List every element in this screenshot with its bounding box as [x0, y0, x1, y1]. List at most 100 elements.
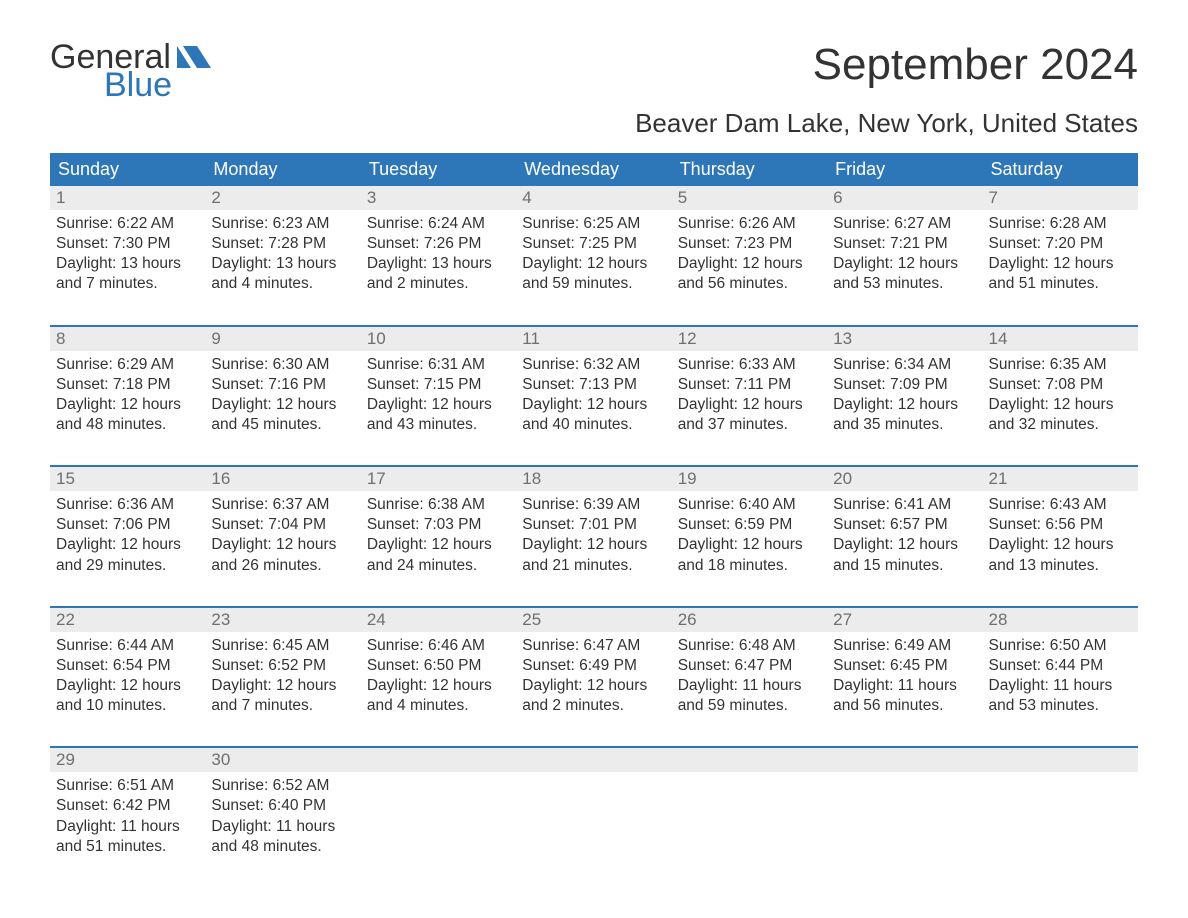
- day-cell: 6Sunrise: 6:27 AMSunset: 7:21 PMDaylight…: [827, 186, 982, 301]
- day-line-d2: and 43 minutes.: [367, 415, 510, 435]
- week-row: 22Sunrise: 6:44 AMSunset: 6:54 PMDayligh…: [50, 606, 1138, 723]
- day-number: 28: [983, 608, 1138, 632]
- day-line-d2: and 13 minutes.: [989, 556, 1132, 576]
- day-line-ss: Sunset: 7:04 PM: [211, 515, 354, 535]
- day-line-d1: Daylight: 12 hours: [367, 535, 510, 555]
- day-line-sr: Sunrise: 6:45 AM: [211, 636, 354, 656]
- day-header: Tuesday: [361, 153, 516, 186]
- day-line-d1: Daylight: 12 hours: [367, 676, 510, 696]
- day-line-sr: Sunrise: 6:41 AM: [833, 495, 976, 515]
- day-cell: 24Sunrise: 6:46 AMSunset: 6:50 PMDayligh…: [361, 608, 516, 723]
- day-line-ss: Sunset: 7:20 PM: [989, 234, 1132, 254]
- day-line-d2: and 56 minutes.: [678, 274, 821, 294]
- day-line-d1: Daylight: 12 hours: [833, 254, 976, 274]
- day-line-sr: Sunrise: 6:44 AM: [56, 636, 199, 656]
- day-cell: 9Sunrise: 6:30 AMSunset: 7:16 PMDaylight…: [205, 327, 360, 442]
- day-line-d1: Daylight: 13 hours: [56, 254, 199, 274]
- day-line-d2: and 51 minutes.: [56, 837, 199, 857]
- day-line-sr: Sunrise: 6:48 AM: [678, 636, 821, 656]
- day-line-sr: Sunrise: 6:47 AM: [522, 636, 665, 656]
- calendar: SundayMondayTuesdayWednesdayThursdayFrid…: [50, 153, 1138, 863]
- day-line-d1: Daylight: 12 hours: [678, 535, 821, 555]
- day-cell: 4Sunrise: 6:25 AMSunset: 7:25 PMDaylight…: [516, 186, 671, 301]
- day-number: 7: [983, 186, 1138, 210]
- day-header: Thursday: [672, 153, 827, 186]
- day-number: 11: [516, 327, 671, 351]
- day-line-sr: Sunrise: 6:30 AM: [211, 355, 354, 375]
- day-content: Sunrise: 6:48 AMSunset: 6:47 PMDaylight:…: [672, 632, 827, 723]
- page-title: September 2024: [813, 40, 1138, 90]
- day-content: Sunrise: 6:30 AMSunset: 7:16 PMDaylight:…: [205, 351, 360, 442]
- day-line-d2: and 7 minutes.: [56, 274, 199, 294]
- day-content: Sunrise: 6:35 AMSunset: 7:08 PMDaylight:…: [983, 351, 1138, 442]
- day-line-d1: Daylight: 13 hours: [211, 254, 354, 274]
- day-line-ss: Sunset: 7:01 PM: [522, 515, 665, 535]
- day-number: 13: [827, 327, 982, 351]
- day-line-ss: Sunset: 7:25 PM: [522, 234, 665, 254]
- day-line-d2: and 45 minutes.: [211, 415, 354, 435]
- day-cell: 16Sunrise: 6:37 AMSunset: 7:04 PMDayligh…: [205, 467, 360, 582]
- day-cell: 13Sunrise: 6:34 AMSunset: 7:09 PMDayligh…: [827, 327, 982, 442]
- day-line-ss: Sunset: 6:40 PM: [211, 796, 354, 816]
- day-content: Sunrise: 6:28 AMSunset: 7:20 PMDaylight:…: [983, 210, 1138, 301]
- day-header: Wednesday: [516, 153, 671, 186]
- day-content: Sunrise: 6:50 AMSunset: 6:44 PMDaylight:…: [983, 632, 1138, 723]
- day-content: Sunrise: 6:31 AMSunset: 7:15 PMDaylight:…: [361, 351, 516, 442]
- day-line-d2: and 2 minutes.: [522, 696, 665, 716]
- day-line-sr: Sunrise: 6:46 AM: [367, 636, 510, 656]
- day-line-sr: Sunrise: 6:36 AM: [56, 495, 199, 515]
- day-number: 18: [516, 467, 671, 491]
- header-row: General Blue September 2024: [50, 40, 1138, 102]
- day-line-sr: Sunrise: 6:22 AM: [56, 214, 199, 234]
- day-line-ss: Sunset: 6:42 PM: [56, 796, 199, 816]
- day-number: 17: [361, 467, 516, 491]
- day-number: 16: [205, 467, 360, 491]
- day-line-ss: Sunset: 7:13 PM: [522, 375, 665, 395]
- day-number: 30: [205, 748, 360, 772]
- day-line-d1: Daylight: 12 hours: [522, 535, 665, 555]
- day-content: Sunrise: 6:52 AMSunset: 6:40 PMDaylight:…: [205, 772, 360, 863]
- day-cell: 2Sunrise: 6:23 AMSunset: 7:28 PMDaylight…: [205, 186, 360, 301]
- day-line-ss: Sunset: 7:18 PM: [56, 375, 199, 395]
- day-number: 3: [361, 186, 516, 210]
- day-line-d1: Daylight: 12 hours: [56, 676, 199, 696]
- day-cell: [983, 748, 1138, 863]
- day-number: 22: [50, 608, 205, 632]
- day-line-d2: and 4 minutes.: [211, 274, 354, 294]
- day-cell: 20Sunrise: 6:41 AMSunset: 6:57 PMDayligh…: [827, 467, 982, 582]
- day-cell: 15Sunrise: 6:36 AMSunset: 7:06 PMDayligh…: [50, 467, 205, 582]
- day-content: Sunrise: 6:23 AMSunset: 7:28 PMDaylight:…: [205, 210, 360, 301]
- day-line-d2: and 48 minutes.: [211, 837, 354, 857]
- day-line-d1: Daylight: 12 hours: [211, 535, 354, 555]
- day-line-d1: Daylight: 11 hours: [211, 817, 354, 837]
- day-content: Sunrise: 6:40 AMSunset: 6:59 PMDaylight:…: [672, 491, 827, 582]
- day-cell: 28Sunrise: 6:50 AMSunset: 6:44 PMDayligh…: [983, 608, 1138, 723]
- day-content: Sunrise: 6:33 AMSunset: 7:11 PMDaylight:…: [672, 351, 827, 442]
- day-line-d1: Daylight: 12 hours: [833, 535, 976, 555]
- day-cell: 27Sunrise: 6:49 AMSunset: 6:45 PMDayligh…: [827, 608, 982, 723]
- day-line-d1: Daylight: 12 hours: [522, 254, 665, 274]
- day-line-d2: and 4 minutes.: [367, 696, 510, 716]
- day-number: 15: [50, 467, 205, 491]
- day-line-d2: and 37 minutes.: [678, 415, 821, 435]
- day-line-d2: and 10 minutes.: [56, 696, 199, 716]
- day-line-d1: Daylight: 12 hours: [367, 395, 510, 415]
- day-cell: 22Sunrise: 6:44 AMSunset: 6:54 PMDayligh…: [50, 608, 205, 723]
- day-line-d2: and 48 minutes.: [56, 415, 199, 435]
- day-line-d2: and 59 minutes.: [678, 696, 821, 716]
- day-cell: 5Sunrise: 6:26 AMSunset: 7:23 PMDaylight…: [672, 186, 827, 301]
- day-content: Sunrise: 6:24 AMSunset: 7:26 PMDaylight:…: [361, 210, 516, 301]
- day-line-ss: Sunset: 6:52 PM: [211, 656, 354, 676]
- day-content: Sunrise: 6:22 AMSunset: 7:30 PMDaylight:…: [50, 210, 205, 301]
- day-cell: [516, 748, 671, 863]
- day-line-d2: and 53 minutes.: [989, 696, 1132, 716]
- day-line-ss: Sunset: 7:16 PM: [211, 375, 354, 395]
- day-line-d1: Daylight: 12 hours: [989, 254, 1132, 274]
- day-line-d2: and 53 minutes.: [833, 274, 976, 294]
- day-content: Sunrise: 6:34 AMSunset: 7:09 PMDaylight:…: [827, 351, 982, 442]
- day-line-d2: and 56 minutes.: [833, 696, 976, 716]
- day-line-sr: Sunrise: 6:35 AM: [989, 355, 1132, 375]
- day-number: 1: [50, 186, 205, 210]
- day-line-ss: Sunset: 6:50 PM: [367, 656, 510, 676]
- day-number: 19: [672, 467, 827, 491]
